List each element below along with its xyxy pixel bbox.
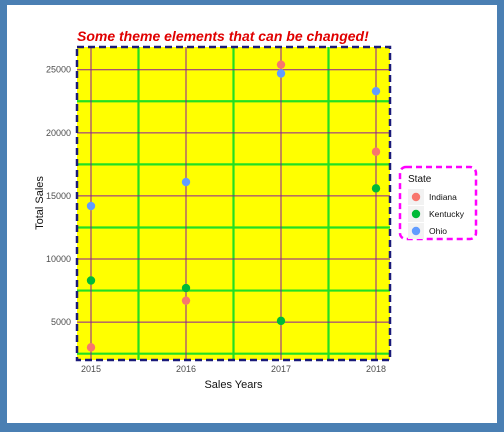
legend-title: State (408, 174, 432, 185)
legend: State Indiana Kentucky Ohio (398, 165, 478, 241)
legend-key-ohio (411, 226, 421, 236)
data-point-ohio (86, 201, 96, 211)
legend-label-indiana: Indiana (429, 192, 457, 202)
y-tick-label: 15000 (46, 191, 71, 201)
x-axis-title: Sales Years (204, 379, 263, 391)
legend-label-ohio: Ohio (429, 226, 447, 236)
data-point-kentucky (276, 316, 286, 326)
data-point-indiana (371, 147, 381, 156)
x-tick-label: 2016 (176, 364, 196, 374)
x-tick-label: 2017 (271, 364, 291, 374)
x-tick-label: 2018 (366, 364, 386, 374)
data-point-indiana (181, 296, 191, 305)
data-points (86, 60, 381, 352)
data-point-ohio (371, 86, 381, 96)
data-point-kentucky (371, 184, 381, 193)
y-tick-label: 25000 (46, 65, 71, 75)
panel-border (75, 45, 392, 362)
y-axis: 5000 10000 15000 20000 25000 (46, 65, 71, 327)
chart-svg: Some theme elements that can be changed!… (34, 28, 478, 391)
legend-label-kentucky: Kentucky (429, 209, 465, 219)
y-tick-label: 10000 (46, 254, 71, 264)
data-point-indiana (276, 60, 286, 69)
data-point-kentucky (86, 276, 96, 285)
data-point-ohio (276, 69, 286, 78)
legend-key-indiana (411, 192, 421, 202)
legend-items: Indiana Kentucky Ohio (408, 189, 465, 239)
y-tick-label: 5000 (51, 317, 71, 327)
data-point-kentucky (181, 283, 191, 293)
y-axis-title: Total Sales (34, 176, 46, 230)
x-tick-label: 2015 (81, 364, 101, 374)
minor-grid (77, 47, 390, 360)
plot-frame: Some theme elements that can be changed!… (7, 5, 497, 423)
chart-title: Some theme elements that can be changed! (77, 28, 369, 44)
x-axis: 2015 2016 2017 2018 (81, 364, 386, 374)
data-point-indiana (86, 343, 96, 352)
legend-key-kentucky (411, 209, 421, 219)
data-point-ohio (181, 177, 191, 187)
y-tick-label: 20000 (46, 128, 71, 138)
